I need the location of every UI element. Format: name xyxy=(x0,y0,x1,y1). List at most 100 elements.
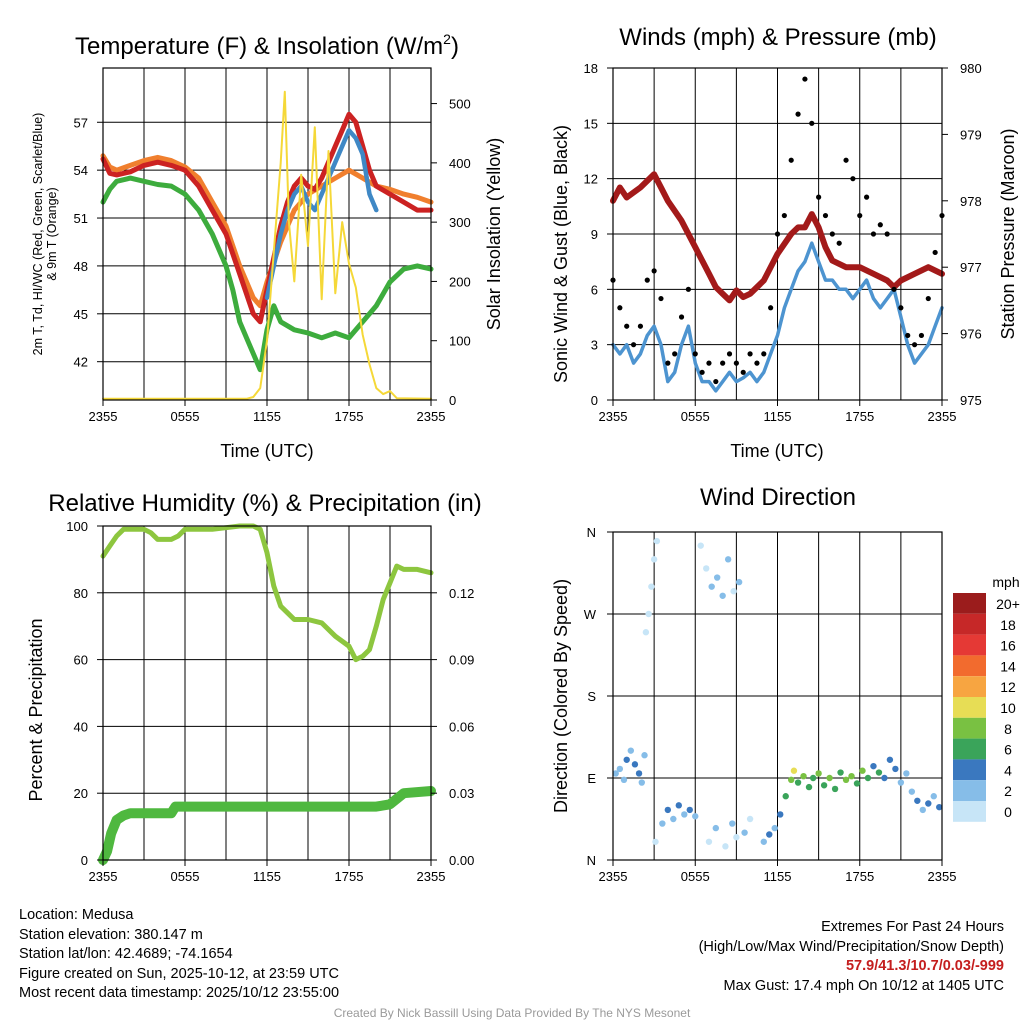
x-tick-label: 1755 xyxy=(335,409,364,424)
colorbar-label: 20+ xyxy=(996,596,1020,612)
x-tick-label: 1155 xyxy=(764,869,792,884)
sonic-gust-point xyxy=(870,231,877,237)
colorbar-swatch xyxy=(953,697,986,718)
colorbar-label: 12 xyxy=(1000,679,1016,695)
wind-direction-point xyxy=(712,824,720,832)
sonic-gust-point xyxy=(898,305,904,311)
wind-direction-point xyxy=(659,820,666,827)
sonic-gust-point xyxy=(713,378,719,385)
credit-text: Created By Nick Bassill Using Data Provi… xyxy=(333,1006,691,1020)
y-tick-label: 0 xyxy=(591,393,598,408)
sonic-gust-point xyxy=(706,360,712,366)
heat-index-wind-chill-line xyxy=(264,128,379,301)
direction-tick-label: S xyxy=(587,689,596,704)
colorbar-label: 16 xyxy=(1000,638,1016,654)
sonic-gust-point xyxy=(699,369,705,375)
colorbar-label: 6 xyxy=(1004,742,1012,758)
colorbar-swatch xyxy=(953,738,986,760)
wind-direction-point xyxy=(675,802,682,809)
x-tick-label: 2355 xyxy=(89,869,118,884)
wind-direction-point xyxy=(697,542,704,549)
y-tick-label: 9 xyxy=(591,227,598,242)
y2-tick-label: 200 xyxy=(449,274,471,289)
sonic-gust-point xyxy=(747,351,753,357)
sonic-gust-point xyxy=(891,286,897,292)
y-tick-label: 100 xyxy=(66,519,88,534)
temperature-y-axis-label-line2: & 9m T (Orange) xyxy=(45,187,59,280)
x-tick-label: 0555 xyxy=(681,409,710,424)
y2-tick-label: 0.00 xyxy=(449,853,474,868)
humidity-chart-title: Relative Humidity (%) & Precipitation (i… xyxy=(48,490,481,517)
wind-direction-point xyxy=(914,797,921,804)
wind-direction-point xyxy=(800,772,807,780)
wind-direction-point xyxy=(936,803,943,811)
colorbar-label: 18 xyxy=(1000,617,1016,633)
y-tick-label: 6 xyxy=(591,282,598,297)
colorbar-swatch xyxy=(953,717,986,739)
x-tick-label: 1155 xyxy=(253,409,281,424)
colorbar-label: 2 xyxy=(1004,783,1012,799)
y2-tick-label: 100 xyxy=(449,334,471,349)
max-gust-text: Max Gust: 17.4 mph On 10/12 at 1405 UTC xyxy=(723,977,1004,994)
wind-direction-point xyxy=(881,774,888,782)
sonic-gust-point xyxy=(781,212,787,219)
colorbar-swatch xyxy=(953,759,986,781)
colorbar-label: 0 xyxy=(1004,804,1012,820)
sonic-gust-point xyxy=(678,314,685,320)
y2-tick-label: 976 xyxy=(960,327,982,342)
9m-temperature-line xyxy=(100,153,434,309)
x-tick-label: 0555 xyxy=(681,869,710,884)
wind-direction-point xyxy=(616,765,624,773)
x-tick-label: 1155 xyxy=(764,409,792,424)
colorbar-swatch xyxy=(953,593,986,614)
wind-direction-point xyxy=(826,774,833,782)
wind-direction-point xyxy=(870,762,877,770)
y-tick-label: 57 xyxy=(74,115,88,130)
y-tick-label: 42 xyxy=(74,355,88,370)
colorbar-swatch xyxy=(953,655,986,677)
wind-direction-point xyxy=(837,769,844,776)
wind-direction-point xyxy=(782,793,789,800)
wind-direction-point xyxy=(692,813,699,820)
sonic-gust-point xyxy=(788,157,794,163)
wind-direction-point xyxy=(650,556,658,563)
wind-direction-chart-title: Wind Direction xyxy=(700,484,856,511)
x-tick-label: 0555 xyxy=(171,409,200,424)
created-text: Figure created on Sun, 2025-10-12, at 23… xyxy=(19,965,339,982)
direction-tick-label: W xyxy=(584,607,597,622)
y-tick-label: 3 xyxy=(591,338,598,353)
x-tick-label: 2355 xyxy=(928,869,957,884)
wind-direction-point xyxy=(641,752,648,759)
wind-direction-point xyxy=(892,765,899,773)
wind-direction-point xyxy=(638,779,645,786)
sonic-gust-point xyxy=(630,342,637,348)
y2-tick-label: 980 xyxy=(960,61,982,76)
wind-direction-point xyxy=(864,774,872,782)
y-tick-label: 12 xyxy=(584,172,598,187)
wind-direction-point xyxy=(746,815,754,823)
y2-tick-label: 978 xyxy=(960,194,982,209)
sonic-gust-point xyxy=(850,176,856,182)
colorbar-label: 8 xyxy=(1004,721,1012,737)
sonic-gust-point xyxy=(740,369,746,375)
wind-direction-point xyxy=(653,537,661,545)
winds-x-axis-label: Time (UTC) xyxy=(730,441,823,461)
station-pressure-line xyxy=(610,171,945,304)
wind-direction-point xyxy=(794,779,802,786)
x-tick-label: 1755 xyxy=(335,869,364,884)
y-tick-label: 0 xyxy=(81,853,88,868)
wind-direction-point xyxy=(886,756,894,763)
colorbar-title: mph xyxy=(992,574,1019,590)
y-tick-label: 60 xyxy=(74,653,88,668)
y-tick-label: 80 xyxy=(74,586,88,601)
wind-direction-point xyxy=(903,770,910,777)
sonic-gust-point xyxy=(877,222,883,228)
y-tick-label: 40 xyxy=(74,719,88,734)
colorbar-label: 14 xyxy=(1000,658,1016,674)
sonic-gust-point xyxy=(733,360,739,366)
wind-direction-point xyxy=(670,815,677,823)
winds-chart-title: Winds (mph) & Pressure (mb) xyxy=(619,24,936,51)
wind-direction-point xyxy=(652,838,659,845)
y2-tick-label: 0.03 xyxy=(449,786,474,801)
y2-tick-label: 400 xyxy=(449,156,471,171)
